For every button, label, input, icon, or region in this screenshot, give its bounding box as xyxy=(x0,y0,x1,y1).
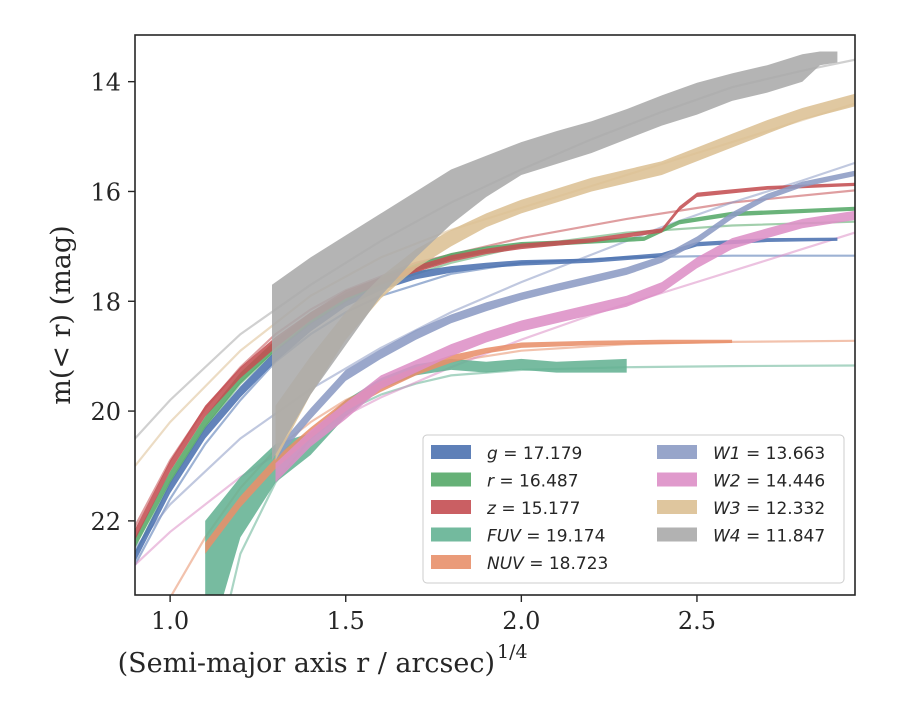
model-curve-w1 xyxy=(135,161,855,549)
y-axis-label: m(< r) (mag) xyxy=(46,225,77,404)
legend-frame xyxy=(422,434,845,584)
legend-entry-w3: W3 = 12.332 xyxy=(713,499,825,519)
x-tick-label: 1.5 xyxy=(327,607,365,635)
x-tick-label: 2.5 xyxy=(678,607,716,635)
plot-area xyxy=(135,51,855,595)
x-tick-label: 2.0 xyxy=(502,607,540,635)
legend-entry-r: r = 16.487 xyxy=(487,472,579,492)
y-tick-label: 16 xyxy=(90,178,121,206)
legend-swatch-w2 xyxy=(657,472,697,487)
x-axis: 1.0 1.5 2.0 2.5 xyxy=(151,595,716,635)
y-tick-label: 14 xyxy=(90,69,121,97)
model-curve-w2 xyxy=(135,231,855,566)
legend-swatch-nuv xyxy=(431,555,471,569)
legend-entry-w1: W1 = 13.663 xyxy=(713,444,825,464)
y-tick-label: 18 xyxy=(90,288,121,316)
y-axis: 14 16 18 20 22 xyxy=(90,69,135,536)
band-w4 xyxy=(272,51,838,461)
legend-entry-w4: W4 = 11.847 xyxy=(713,527,825,547)
x-tick-label: 1.0 xyxy=(151,607,189,635)
y-tick-label: 20 xyxy=(90,398,121,426)
x-axis-label-exponent: 1/4 xyxy=(497,641,528,663)
legend-swatch-z xyxy=(431,500,471,514)
legend: g = 17.179 r = 16.487 z = 15.177 FUV = 19.1… xyxy=(422,434,845,584)
y-tick-label: 22 xyxy=(90,508,121,536)
legend-swatch-fuv xyxy=(431,527,471,542)
legend-swatch-r xyxy=(431,472,471,487)
legend-entry-z: z = 15.177 xyxy=(486,499,580,519)
legend-entry-nuv: NUV = 18.723 xyxy=(487,554,608,574)
legend-swatch-w3 xyxy=(657,500,697,514)
legend-entry-w2: W2 = 14.446 xyxy=(713,472,825,492)
legend-swatch-w1 xyxy=(657,445,697,459)
legend-entry-g: g = 17.179 xyxy=(487,444,582,464)
axes-frame xyxy=(134,34,856,596)
x-axis-label: (Semi-major axis r / arcsec) xyxy=(118,648,495,679)
legend-swatch-w4 xyxy=(657,527,697,542)
legend-swatch-g xyxy=(431,445,471,459)
legend-entry-fuv: FUV = 19.174 xyxy=(487,527,605,547)
